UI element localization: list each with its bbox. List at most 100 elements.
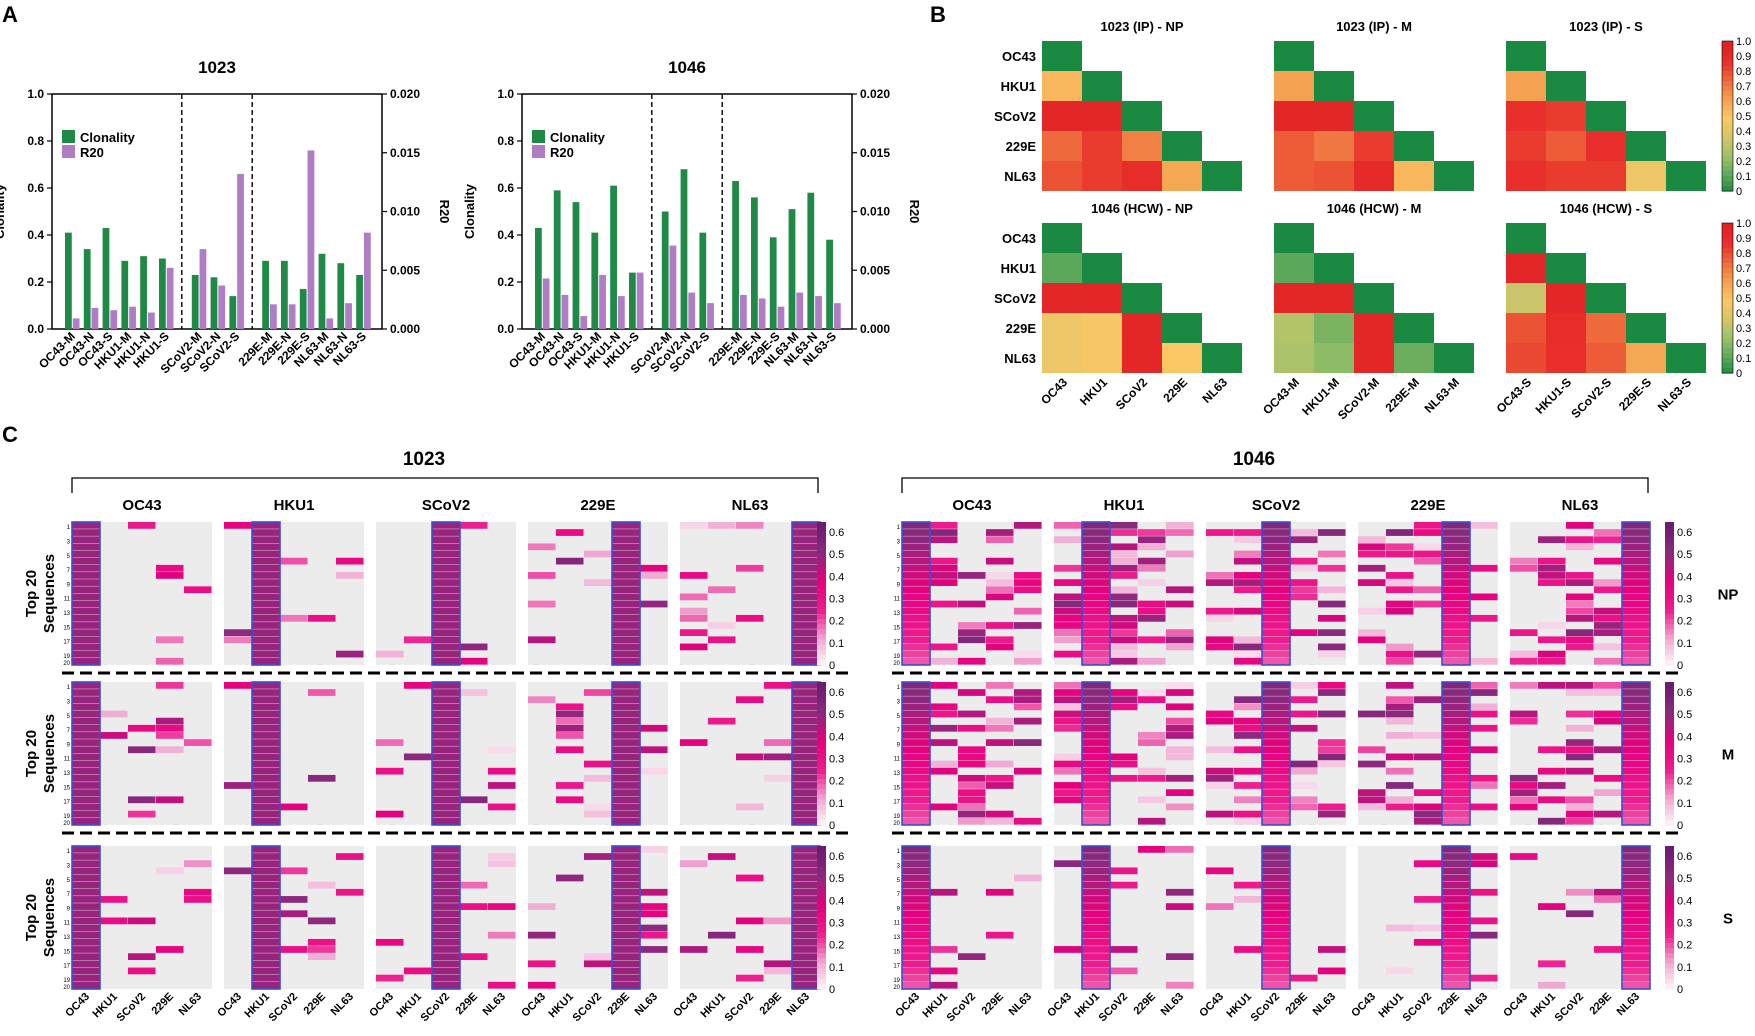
row-tick: 11 — [64, 757, 71, 763]
heat-cell — [1622, 817, 1650, 825]
heat-cell — [336, 888, 364, 896]
heat-cell — [1318, 600, 1346, 608]
heat-cell — [1082, 724, 1110, 732]
heat-cell — [1110, 689, 1138, 696]
heat-cell — [986, 557, 1014, 565]
heat-colorbar-segment — [1665, 973, 1674, 980]
heat-cell — [252, 622, 280, 629]
heat-cell — [792, 910, 820, 918]
r20-bar — [688, 292, 696, 329]
heat-cell — [460, 796, 488, 804]
heat-cell — [1082, 938, 1110, 946]
heat-cell — [930, 888, 958, 896]
heat-cell — [1206, 614, 1234, 622]
heat-cell — [1386, 600, 1414, 608]
heat-cell — [72, 974, 100, 982]
heat-cell — [792, 586, 820, 594]
heat-cell — [1054, 607, 1082, 615]
heat-cell — [72, 796, 100, 804]
row-tick: 5 — [67, 878, 71, 884]
heat-cell — [1470, 614, 1498, 622]
heat-cell — [958, 796, 986, 804]
heat-cell — [1622, 682, 1650, 689]
corr-cell — [1626, 131, 1666, 161]
heat-colorbar-segment — [1665, 629, 1674, 635]
corr-cell — [1666, 343, 1706, 373]
corr-col-label: NL63-S — [1655, 375, 1694, 414]
heat-colorbar-segment — [817, 881, 826, 888]
heat-cell — [128, 917, 156, 925]
heat-cell — [902, 946, 930, 953]
heat-cell — [1442, 710, 1470, 718]
row-tick: 20 — [63, 821, 70, 827]
heat-cell — [72, 689, 100, 696]
heat-cell — [612, 796, 640, 804]
heat-cell — [1566, 543, 1594, 551]
corr-col-label: 229E-M — [1383, 375, 1423, 415]
heat-cell — [1622, 607, 1650, 615]
heat-cell — [1442, 803, 1470, 811]
corr-cell — [1314, 101, 1354, 131]
heat-colorbar-tick: 0.2 — [829, 940, 844, 952]
heat-cell — [1318, 810, 1346, 818]
heat-cell — [1166, 803, 1194, 811]
heat-cell — [902, 888, 930, 896]
heat-colorbar-segment — [817, 707, 826, 714]
heat-colorbar-segment — [1665, 634, 1674, 641]
heat-cell — [432, 593, 460, 601]
corr-colorbar-segment — [1722, 91, 1733, 97]
heat-cell — [432, 960, 460, 968]
heat-colorbar-tick: 0.2 — [1677, 940, 1692, 952]
heat-cell — [792, 817, 820, 825]
heat-cell — [1510, 796, 1538, 804]
row-tick: 5 — [67, 554, 71, 560]
corr-cell — [1586, 101, 1626, 131]
heat-cell — [1110, 522, 1138, 529]
row-tick: 1 — [897, 849, 901, 855]
heat-cell — [612, 960, 640, 968]
heat-cell — [902, 636, 930, 644]
heat-cell — [1138, 689, 1166, 696]
corr-colorbar-segment — [1722, 288, 1733, 294]
heat-cell — [1386, 782, 1414, 789]
heat-colorbar-segment — [817, 527, 826, 533]
heat-cell — [902, 903, 930, 910]
heat-cell — [72, 867, 100, 875]
heat-cell — [1622, 981, 1650, 989]
heat-cell — [902, 746, 930, 754]
heat-colorbar-tick: 0.1 — [829, 962, 844, 974]
heat-colorbar-segment — [1665, 748, 1674, 755]
y2-axis-label: R20 — [907, 200, 922, 224]
heat-colorbar-segment — [1665, 866, 1674, 873]
heat-cell — [1138, 796, 1166, 804]
heat-cell — [708, 586, 736, 594]
row-tick: 15 — [893, 949, 900, 955]
heat-cell — [902, 550, 930, 558]
heat-colorbar-segment — [817, 937, 826, 944]
heat-cell — [1566, 724, 1594, 732]
heat-colorbar-tick: 0.1 — [1677, 798, 1692, 810]
row-tick: 7 — [67, 892, 71, 898]
heat-colorbar-tick: 0.5 — [829, 873, 844, 885]
heat-cell — [680, 593, 708, 601]
y2-tick-label: 0.000 — [390, 322, 420, 336]
heat-cell — [1082, 946, 1110, 953]
corr-cell — [1274, 343, 1314, 373]
corr-colorbar-tick: 0.2 — [1736, 338, 1751, 350]
corr-row-label: SCoV2 — [994, 109, 1036, 124]
corr-matrix-title: 1023 (IP) - NP — [1100, 19, 1183, 34]
row-tick: 19 — [893, 814, 900, 820]
legend-label-r20: R20 — [80, 145, 104, 160]
heat-cell — [612, 967, 640, 975]
heat-colorbar-segment — [1665, 773, 1674, 780]
heat-cell — [1082, 732, 1110, 739]
heat-cell — [1442, 643, 1470, 651]
heat-cell — [708, 717, 736, 725]
heat-cell — [72, 817, 100, 825]
heat-cell — [1290, 557, 1318, 565]
heat-cell — [1622, 810, 1650, 818]
heat-cell — [252, 846, 280, 853]
heat-colorbar-tick: 0.6 — [829, 527, 844, 539]
row-tick: 19 — [893, 654, 900, 660]
heat-cell — [376, 938, 404, 946]
